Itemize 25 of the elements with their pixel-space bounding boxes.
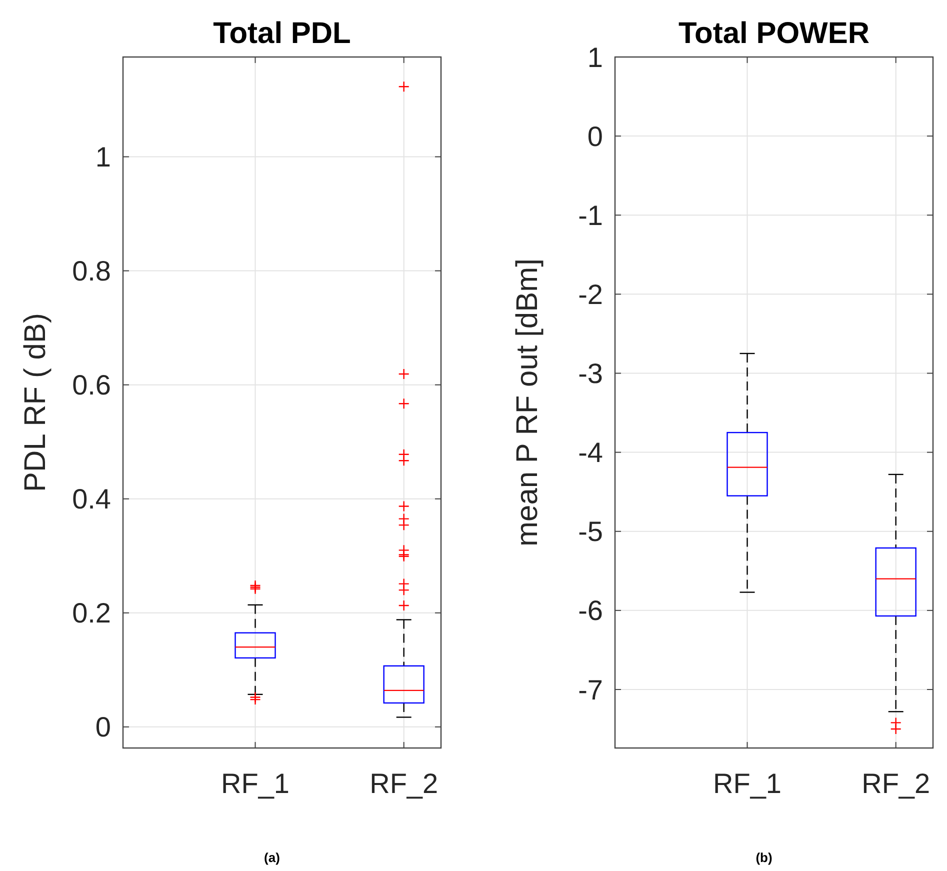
x-tick-label: RF_2	[862, 768, 930, 799]
chart-title: Total POWER	[678, 17, 870, 50]
x-tick-label: RF_1	[713, 768, 782, 799]
y-tick-label: -3	[578, 358, 603, 390]
y-axis-title: mean P RF out [dBm]	[511, 258, 544, 546]
y-tick-label: 0	[95, 712, 111, 743]
x-tick-label: RF_1	[221, 768, 290, 799]
y-tick-label: 0.4	[72, 484, 111, 515]
y-axis-title: PDL RF ( dB)	[19, 313, 52, 492]
y-tick-label: -6	[578, 595, 603, 626]
y-tick-label: -5	[578, 516, 603, 548]
text: (a)	[264, 850, 280, 865]
y-tick-label: -1	[578, 200, 603, 231]
y-tick-label: 0.2	[72, 598, 111, 629]
text: (b)	[756, 850, 772, 865]
y-tick-label: 1	[95, 142, 111, 173]
y-tick-label: 0.6	[72, 370, 111, 401]
y-tick-label: -4	[578, 437, 603, 468]
chart-title: Total PDL	[213, 17, 351, 50]
x-tick-label: RF_2	[370, 768, 438, 799]
y-tick-label: 0	[587, 120, 603, 152]
y-tick-label: 0.8	[72, 256, 111, 287]
y-tick-label: -2	[578, 278, 603, 310]
y-tick-label: -7	[578, 674, 603, 706]
y-tick-label: 1	[587, 42, 603, 73]
